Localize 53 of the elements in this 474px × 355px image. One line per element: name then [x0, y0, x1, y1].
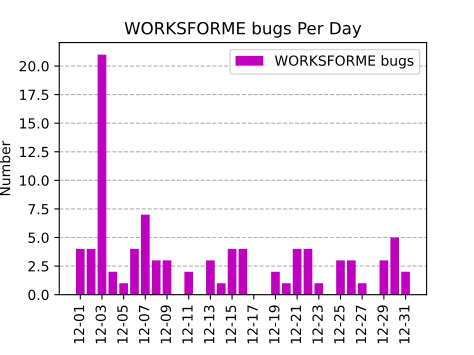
- bar: [141, 214, 150, 295]
- bar: [216, 283, 226, 295]
- bar: [206, 260, 215, 295]
- legend-label: WORKSFORME bugs: [274, 55, 414, 69]
- x-tick-label: 12-11: [182, 306, 193, 344]
- y-tick-label: 2.5: [28, 261, 48, 272]
- y-tick-label: 20.0: [20, 61, 49, 72]
- x-tick-label: 12-05: [117, 306, 128, 344]
- bar: [108, 272, 118, 295]
- bar: [130, 248, 139, 295]
- bar: [304, 248, 312, 295]
- x-tick-label: 12-09: [160, 305, 172, 344]
- y-tick-label: 7.5: [28, 204, 48, 214]
- x-tick-label: 12-01: [74, 306, 84, 344]
- bar: [282, 283, 291, 295]
- bar: [292, 248, 302, 295]
- bar: [271, 272, 280, 295]
- y-tick-label: 5.0: [28, 232, 49, 243]
- x-tick-label: 12-23: [312, 305, 323, 344]
- x-tick-label: 12-25: [334, 306, 345, 344]
- y-tick-label: 0.0: [28, 290, 49, 300]
- bar: [86, 248, 96, 295]
- bar: [314, 283, 324, 295]
- bar: [380, 260, 388, 295]
- x-tick-label: 12-27: [356, 306, 366, 344]
- bar: [76, 248, 85, 295]
- x-tick-label: 12-19: [268, 305, 280, 344]
- bar: [347, 260, 356, 295]
- y-tick-label: 17.5: [20, 90, 48, 100]
- bar: [228, 248, 236, 295]
- bar: [401, 272, 410, 295]
- bar: [336, 260, 345, 295]
- y-tick-label: 15.0: [20, 118, 49, 129]
- bar: [238, 248, 248, 295]
- bar: [390, 237, 400, 295]
- y-tick-label: 12.5: [20, 146, 48, 158]
- x-tick-label: 12-03: [95, 305, 106, 344]
- bar: [119, 283, 128, 295]
- x-tick-label: 12-31: [399, 306, 410, 344]
- bar: [162, 260, 172, 295]
- chart-title: WORKSFORME bugs Per Day: [124, 22, 362, 38]
- x-tick-label: 12-29: [377, 305, 388, 344]
- x-tick-label: 12-15: [226, 306, 236, 344]
- bar: [358, 283, 367, 295]
- bar: [152, 260, 161, 295]
- y-tick-label: 10.0: [20, 175, 49, 186]
- y-axis-title: Number: [0, 140, 10, 196]
- bar: [184, 272, 194, 295]
- bar: [98, 54, 106, 295]
- x-tick-label: 12-07: [138, 306, 150, 344]
- x-tick-label: 12-13: [204, 305, 214, 344]
- x-tick-label: 12-21: [290, 306, 301, 344]
- x-tick-label: 12-17: [247, 306, 258, 344]
